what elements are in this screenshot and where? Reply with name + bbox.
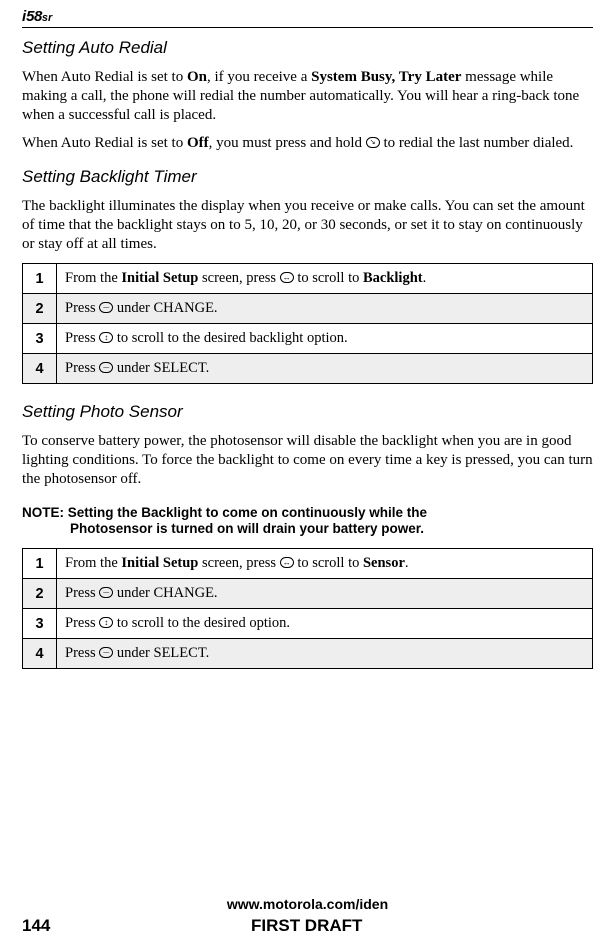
table-row: 1 From the Initial Setup screen, press t… <box>23 549 593 579</box>
step-text: Press under CHANGE. <box>57 579 593 609</box>
step-text: Press under SELECT. <box>57 639 593 669</box>
step-num: 1 <box>23 549 57 579</box>
section2-title: Setting Backlight Timer <box>22 167 593 187</box>
table-row: 2 Press under CHANGE. <box>23 579 593 609</box>
step-text: Press under SELECT. <box>57 354 593 384</box>
header-logo: i58sr <box>22 8 593 25</box>
section3-title: Setting Photo Sensor <box>22 402 593 422</box>
step-text: Press to scroll to the desired backlight… <box>57 324 593 354</box>
logo-num: 58 <box>26 8 42 25</box>
softkey-icon <box>99 362 113 373</box>
softkey-icon <box>99 647 113 658</box>
step-num: 4 <box>23 354 57 384</box>
header-rule <box>22 27 593 28</box>
spacer <box>22 683 593 896</box>
logo-suffix: sr <box>42 12 52 24</box>
send-icon <box>366 137 380 148</box>
step-text: Press to scroll to the desired option. <box>57 609 593 639</box>
s1p1-mid: , if you receive a <box>207 69 311 85</box>
table-row: 4 Press under SELECT. <box>23 639 593 669</box>
scroll-icon <box>99 617 113 628</box>
section1-para1: When Auto Redial is set to On, if you re… <box>22 68 593 124</box>
section3-para1: To conserve battery power, the photosens… <box>22 432 593 488</box>
page-number: 144 <box>22 916 50 936</box>
step-text: Press under CHANGE. <box>57 294 593 324</box>
step-text: From the Initial Setup screen, press to … <box>57 549 593 579</box>
step-num: 2 <box>23 579 57 609</box>
softkey-icon <box>99 302 113 313</box>
section2-para1: The backlight illuminates the display wh… <box>22 197 593 253</box>
sensor-steps-table: 1 From the Initial Setup screen, press t… <box>22 548 593 669</box>
softkey-icon <box>99 587 113 598</box>
note-line1: Setting the Backlight to come on continu… <box>68 505 427 520</box>
s1p1-pre: When Auto Redial is set to <box>22 69 187 85</box>
footer-row: 144 FIRST DRAFT <box>22 916 593 936</box>
step-num: 4 <box>23 639 57 669</box>
draft-label: FIRST DRAFT <box>251 916 362 936</box>
footer-spacer <box>563 916 593 936</box>
step-num: 3 <box>23 609 57 639</box>
table-row: 1 From the Initial Setup screen, press t… <box>23 264 593 294</box>
table-row: 3 Press to scroll to the desired option. <box>23 609 593 639</box>
section1-title: Setting Auto Redial <box>22 38 593 58</box>
table-row: 2 Press under CHANGE. <box>23 294 593 324</box>
step-text: From the Initial Setup screen, press to … <box>57 264 593 294</box>
table-row: 4 Press under SELECT. <box>23 354 593 384</box>
s1p2-mid: , you must press and hold <box>209 135 366 151</box>
s1p2-b: Off <box>187 135 209 151</box>
s1p1-b1: On <box>187 69 207 85</box>
step-num: 3 <box>23 324 57 354</box>
note: NOTE: Setting the Backlight to come on c… <box>22 505 593 539</box>
nav-icon <box>280 272 294 283</box>
scroll-icon <box>99 332 113 343</box>
section1-para2: When Auto Redial is set to Off, you must… <box>22 134 593 153</box>
nav-icon <box>280 557 294 568</box>
s1p2-pre: When Auto Redial is set to <box>22 135 187 151</box>
note-label: NOTE: <box>22 505 68 520</box>
s1p1-b2: System Busy, Try Later <box>311 69 461 85</box>
table-row: 3 Press to scroll to the desired backlig… <box>23 324 593 354</box>
note-line2: Photosensor is turned on will drain your… <box>22 521 593 538</box>
s1p2-post: to redial the last number dialed. <box>380 135 574 151</box>
backlight-steps-table: 1 From the Initial Setup screen, press t… <box>22 263 593 384</box>
footer-url: www.motorola.com/iden <box>22 896 593 912</box>
step-num: 1 <box>23 264 57 294</box>
step-num: 2 <box>23 294 57 324</box>
